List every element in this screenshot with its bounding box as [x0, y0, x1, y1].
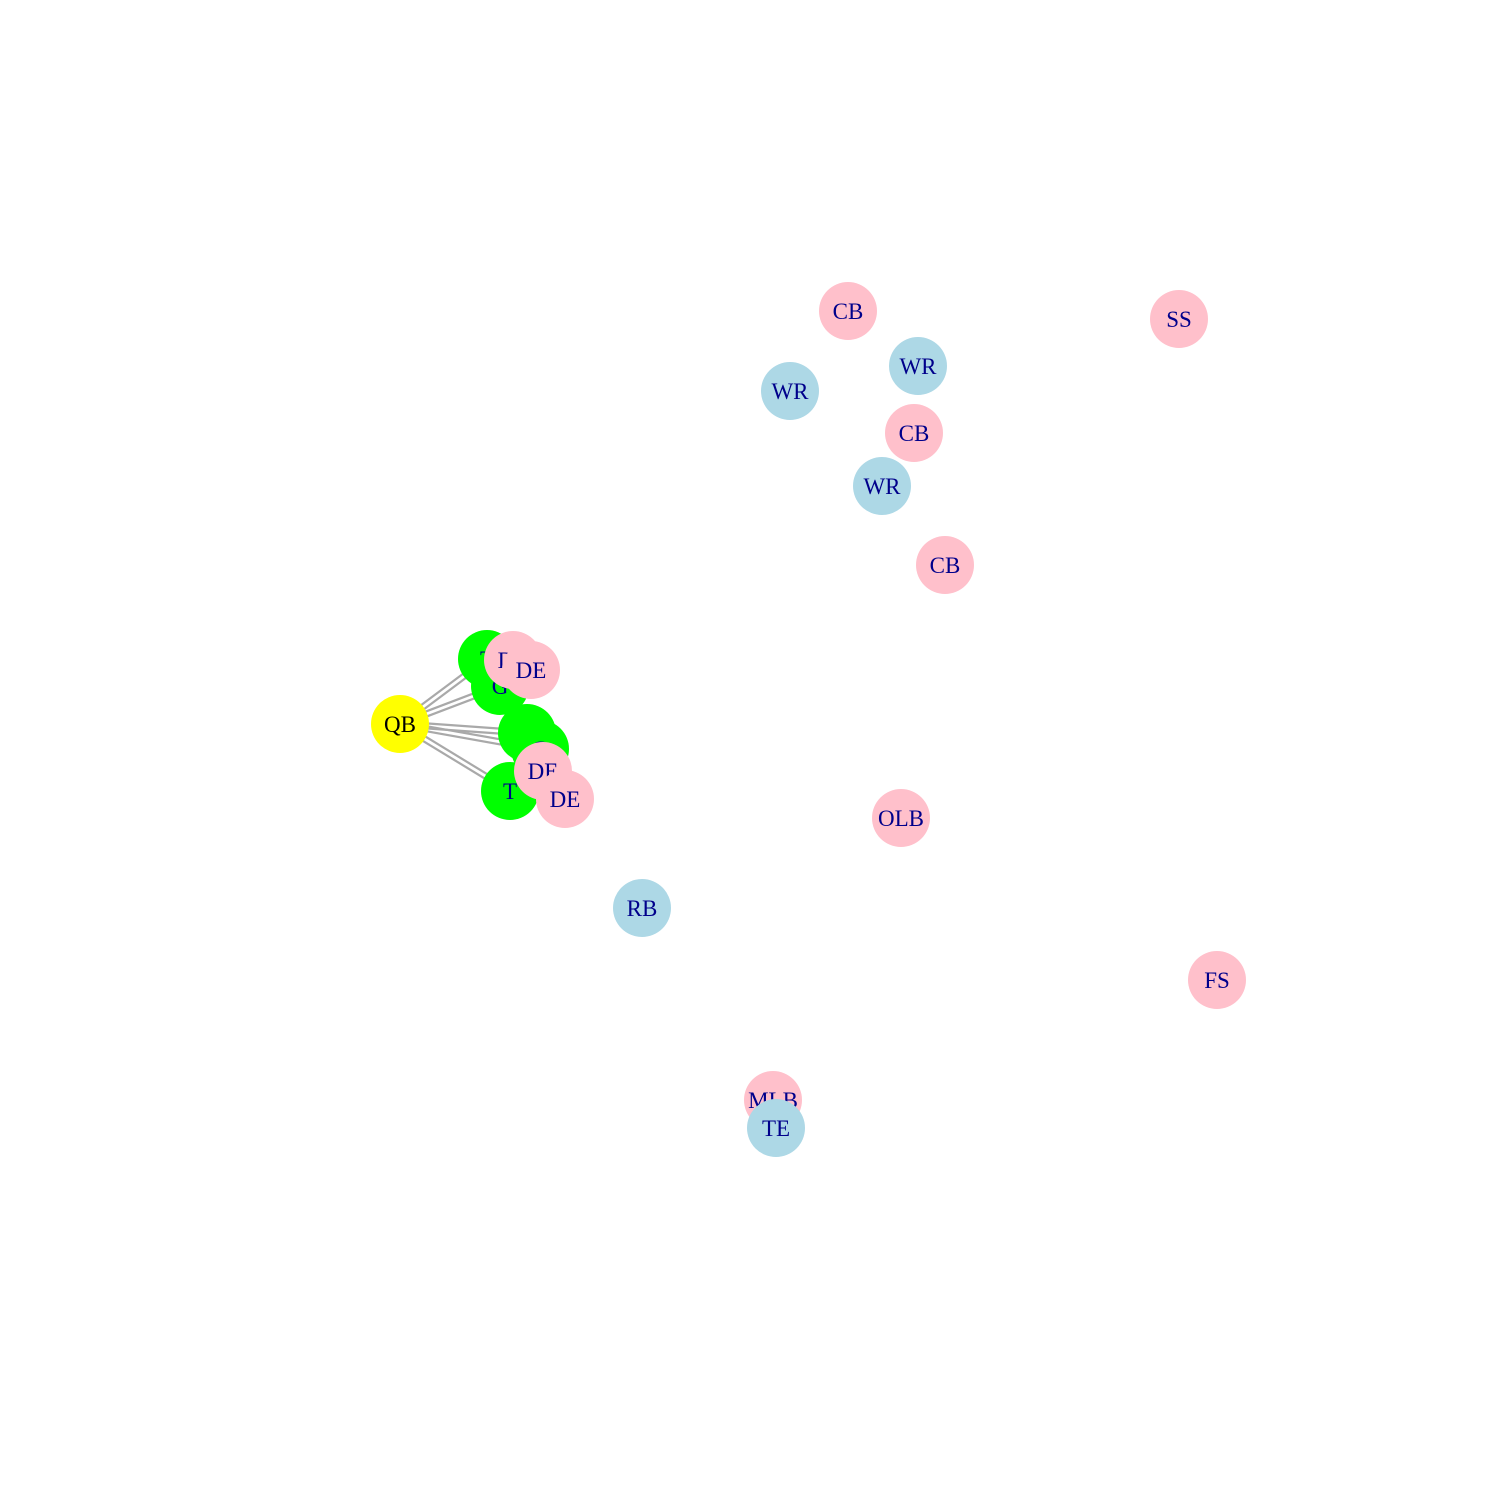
- node-ss: SS: [1150, 290, 1208, 348]
- node-label: WR: [771, 379, 809, 404]
- node-cb2: CB: [885, 404, 943, 462]
- node-fs: FS: [1188, 951, 1246, 1009]
- node-label: WR: [863, 474, 901, 499]
- node-qb: QB: [371, 695, 429, 753]
- node-cb1: CB: [819, 282, 877, 340]
- node-label: CB: [930, 553, 961, 578]
- node-te: TE: [747, 1099, 805, 1157]
- node-olb: OLB: [872, 789, 930, 847]
- node-label: T: [503, 779, 517, 804]
- node-label: SS: [1166, 307, 1192, 332]
- node-label: TE: [762, 1116, 790, 1141]
- node-label: QB: [384, 712, 416, 737]
- node-label: DE: [516, 658, 547, 683]
- node-label: FS: [1204, 968, 1230, 993]
- node-label: WR: [899, 354, 937, 379]
- node-cb3: CB: [916, 536, 974, 594]
- node-de3: DE: [536, 770, 594, 828]
- node-label: DE: [550, 787, 581, 812]
- node-rb: RB: [613, 879, 671, 937]
- node-label: OLB: [878, 806, 924, 831]
- node-label: RB: [627, 896, 658, 921]
- node-wr1: WR: [761, 362, 819, 420]
- node-label: CB: [833, 299, 864, 324]
- node-label: CB: [899, 421, 930, 446]
- node-layer: QBTGCGTDTDEDEDECBSSWRWRCBWRCBOLBRBFSMLBT…: [371, 282, 1246, 1157]
- node-wr3: WR: [853, 457, 911, 515]
- node-de1: DE: [502, 641, 560, 699]
- node-wr2: WR: [889, 337, 947, 395]
